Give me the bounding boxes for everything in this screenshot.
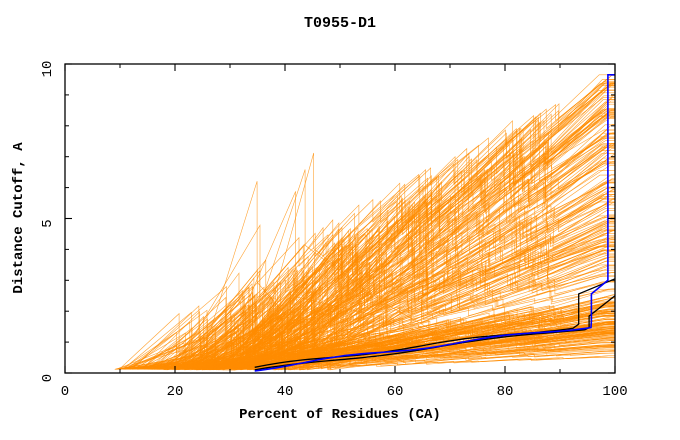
svg-text:0: 0: [40, 374, 56, 382]
svg-text:100: 100: [602, 384, 627, 400]
svg-text:40: 40: [277, 384, 294, 400]
svg-text:T0955-D1: T0955-D1: [304, 15, 376, 32]
svg-text:Percent of Residues (CA): Percent of Residues (CA): [239, 407, 441, 423]
svg-text:60: 60: [387, 384, 404, 400]
svg-text:0: 0: [61, 384, 69, 400]
svg-text:20: 20: [167, 384, 184, 400]
svg-text:Distance Cutoff, A: Distance Cutoff, A: [11, 142, 27, 294]
svg-text:5: 5: [40, 219, 56, 227]
svg-text:80: 80: [497, 384, 514, 400]
svg-text:10: 10: [40, 61, 56, 78]
